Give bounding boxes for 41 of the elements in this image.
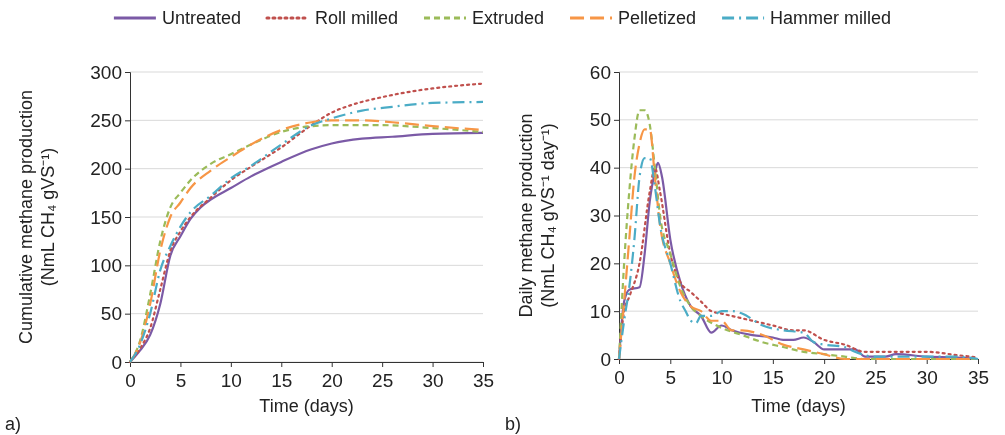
text: b)	[505, 414, 522, 434]
y-tick-label: 100	[90, 254, 122, 276]
x-tick-label: 30	[916, 367, 938, 389]
y-tick-label: 200	[90, 158, 122, 180]
x-axis-title: Time (days)	[751, 396, 846, 416]
x-tick-label: 35	[472, 370, 495, 392]
legend-label: Hammer milled	[770, 8, 892, 28]
x-tick-label: 5	[665, 367, 677, 389]
y-tick-label: 0	[111, 351, 122, 373]
y-tick-label: 150	[90, 206, 122, 228]
legend-label: Pelletized	[618, 8, 697, 28]
x-tick-label: 20	[814, 367, 836, 389]
x-tick-label: 30	[422, 370, 444, 392]
legend-label: Roll milled	[314, 8, 398, 28]
x-axis-title: Time (days)	[259, 396, 354, 416]
x-tick-label: 35	[967, 367, 990, 389]
x-tick-label: 25	[372, 370, 394, 392]
x-tick-label: 0	[614, 367, 625, 389]
y-tick-label: 40	[589, 157, 611, 179]
y-tick-label: 250	[90, 109, 122, 131]
x-tick-label: 20	[321, 370, 343, 392]
y-tick-label: 30	[589, 205, 611, 227]
legend-label: Untreated	[161, 8, 241, 28]
y-tick-label: 300	[90, 61, 122, 83]
y-tick-label: 50	[100, 303, 122, 325]
x-tick-label: 25	[865, 367, 887, 389]
y-axis-title: Daily methane production (NmL CH₄ gVS⁻¹ day⁻¹)	[516, 113, 558, 318]
y-tick-label: 10	[589, 300, 611, 322]
x-tick-label: 15	[271, 370, 293, 392]
x-tick-label: 10	[220, 370, 242, 392]
x-tick-label: 5	[175, 370, 187, 392]
y-axis-title: Cumulative methane production (NmL CH₄ gVS⁻¹)	[16, 89, 58, 345]
y-tick-label: 20	[589, 252, 611, 274]
x-tick-label: 0	[125, 370, 136, 392]
y-tick-label: 60	[589, 61, 611, 83]
text: a)	[5, 414, 22, 434]
x-tick-label: 10	[711, 367, 733, 389]
x-tick-label: 15	[762, 367, 784, 389]
y-tick-label: 50	[589, 109, 611, 131]
y-tick-label: 0	[600, 348, 611, 370]
legend-label: Extruded	[471, 8, 545, 28]
